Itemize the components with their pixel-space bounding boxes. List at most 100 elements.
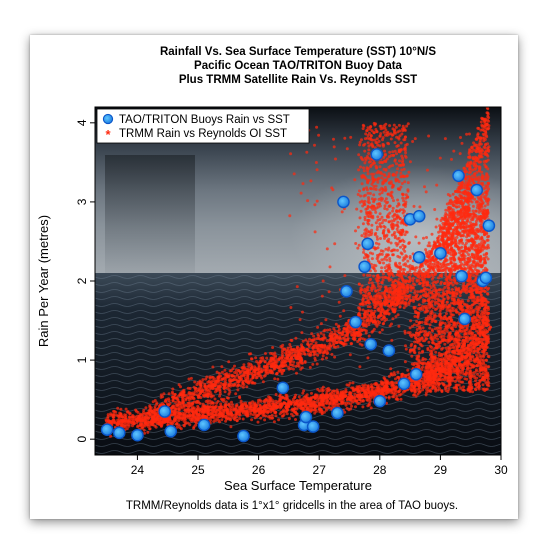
trmm-point — [257, 374, 261, 378]
trmm-point — [225, 417, 229, 421]
trmm-point — [244, 379, 248, 383]
trmm-point — [273, 351, 277, 355]
trmm-point — [368, 399, 372, 403]
trmm-point — [429, 333, 433, 337]
trmm-point — [227, 402, 231, 406]
trmm-point — [367, 334, 371, 338]
trmm-point — [392, 395, 396, 399]
trmm-point — [246, 367, 250, 371]
trmm-point — [264, 352, 267, 355]
trmm-point — [471, 355, 475, 359]
trmm-point — [319, 331, 323, 335]
trmm-point — [325, 356, 328, 360]
trmm-point — [415, 320, 419, 323]
trmm-point — [123, 413, 127, 417]
trmm-point — [296, 349, 300, 353]
trmm-point — [236, 380, 240, 383]
trmm-point — [280, 410, 283, 414]
trmm-point — [401, 390, 405, 394]
trmm-point — [168, 402, 172, 405]
trmm-point — [262, 404, 266, 408]
trmm-point — [274, 414, 278, 418]
trmm-point — [208, 405, 212, 409]
trmm-point — [186, 410, 189, 414]
trmm-point — [206, 411, 210, 415]
trmm-point — [126, 418, 130, 422]
trmm-point — [304, 394, 308, 398]
trmm-point — [330, 330, 334, 334]
trmm-point — [253, 371, 257, 375]
trmm-point — [231, 403, 234, 407]
trmm-point — [370, 383, 373, 387]
trmm-point — [325, 348, 329, 352]
trmm-point — [270, 370, 274, 374]
trmm-point — [445, 300, 449, 304]
trmm-point — [260, 409, 264, 413]
trmm-point — [344, 388, 348, 392]
trmm-point — [409, 289, 413, 292]
trmm-point — [330, 352, 334, 356]
trmm-point — [473, 333, 477, 337]
trmm-point — [254, 376, 258, 380]
trmm-point — [294, 336, 298, 340]
trmm-point — [223, 372, 227, 376]
trmm-point — [256, 413, 260, 417]
trmm-point — [444, 208, 448, 212]
trmm-point — [448, 251, 451, 255]
trmm-point — [359, 389, 363, 393]
trmm-point — [413, 289, 417, 293]
trmm-point — [421, 349, 425, 353]
trmm-point — [181, 400, 185, 404]
trmm-point — [380, 328, 384, 332]
trmm-point — [188, 394, 192, 398]
trmm-point — [457, 356, 461, 360]
trmm-point — [417, 303, 421, 307]
trmm-point — [227, 416, 231, 420]
trmm-point — [164, 400, 167, 404]
trmm-point — [478, 374, 482, 378]
trmm-point — [226, 408, 229, 412]
trmm-point — [128, 412, 131, 415]
trmm-point — [235, 419, 239, 423]
trmm-point — [203, 404, 207, 408]
trmm-point — [234, 392, 238, 396]
trmm-point — [238, 413, 242, 417]
trmm-point — [288, 363, 292, 366]
trmm-point — [211, 365, 215, 369]
trmm-point — [367, 309, 371, 313]
trmm-point — [285, 355, 289, 359]
trmm-point — [361, 405, 365, 409]
trmm-point — [209, 418, 212, 422]
trmm-point — [318, 410, 322, 414]
trmm-point — [455, 358, 459, 362]
trmm-point — [345, 327, 349, 331]
trmm-point — [304, 338, 308, 342]
chart: Rainfall Vs. Sea Surface Temperature (SS… — [36, 46, 508, 512]
trmm-point — [334, 322, 338, 326]
trmm-point — [314, 341, 318, 345]
trmm-point — [308, 337, 311, 341]
trmm-point — [117, 415, 121, 418]
trmm-point — [299, 401, 303, 405]
trmm-point — [259, 356, 263, 360]
trmm-point — [460, 355, 464, 359]
trmm-point — [142, 428, 146, 432]
trmm-point — [155, 401, 159, 405]
trmm-point — [311, 362, 315, 366]
trmm-point — [220, 398, 224, 402]
trmm-point — [203, 384, 207, 388]
trmm-point — [341, 396, 345, 400]
trmm-point — [466, 299, 470, 303]
trmm-point — [206, 380, 210, 384]
trmm-point — [196, 396, 200, 399]
trmm-point — [237, 369, 241, 372]
trmm-point — [171, 387, 175, 391]
trmm-point — [241, 385, 245, 389]
trmm-point — [328, 339, 332, 343]
trmm-point — [213, 382, 217, 386]
trmm-point — [364, 331, 368, 335]
trmm-point — [259, 416, 263, 420]
trmm-point — [250, 365, 254, 369]
trmm-point — [361, 317, 365, 320]
trmm-point — [451, 192, 455, 196]
